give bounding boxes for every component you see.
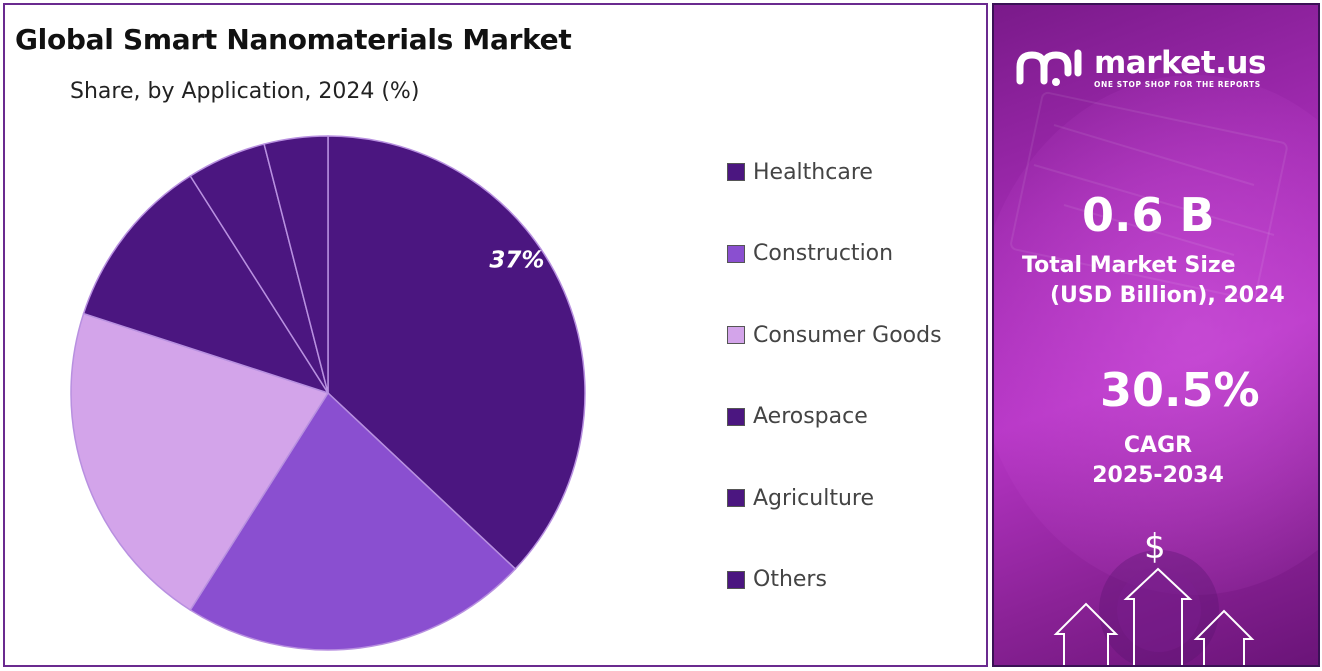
currency-symbol: $ [1144,527,1166,567]
legend-label: Others [753,567,827,592]
pie-chart: 37% [70,135,586,651]
summary-sidebar: market.us ONE STOP SHOP FOR THE REPORTS … [992,3,1320,667]
legend-swatch [727,489,745,507]
legend-label: Aerospace [753,404,868,429]
brand-tagline: ONE STOP SHOP FOR THE REPORTS [1094,80,1261,89]
pie-data-label: 37% [489,248,544,274]
legend-swatch [727,326,745,344]
legend-swatch [727,407,745,426]
market-size-label-line2: (USD Billion), 2024 [1050,283,1285,308]
legend-swatch [727,244,745,263]
market-size-label-line1: Total Market Size [1022,253,1236,278]
legend-swatch [727,163,745,181]
legend-item: Agriculture [727,483,874,513]
legend-item: Construction [727,239,893,269]
brand-block: market.us ONE STOP SHOP FOR THE REPORTS [1014,45,1314,95]
pie-slices [70,135,586,651]
pie-slice-aerospace [82,174,330,395]
cagr-value: 30.5% [1100,363,1260,417]
market-us-logo-icon [1016,49,1082,86]
cagr-label-line1: CAGR [1123,433,1193,458]
legend-label: Construction [753,241,894,266]
pie-data-labels: 37% [489,248,544,274]
chart-title: Global Smart Nanomaterials Market [15,23,572,56]
brand-name: market.us [1094,45,1266,81]
pie-slice-others [263,135,329,394]
legend-item: Consumer Goods [727,320,942,350]
legend-label: Healthcare [753,159,873,185]
background-decoration [994,75,1318,665]
chart-panel: Global Smart Nanomaterials Market Share,… [3,3,988,667]
growth-arrows-icon [1053,567,1255,665]
legend-item: Others [727,565,827,595]
pie-slice-construction [189,391,517,651]
legend-swatch [727,570,745,589]
legend-item: Healthcare [727,157,873,187]
chart-subtitle: Share, by Application, 2024 (%) [70,79,420,104]
pie-slice-consumer-goods [70,312,330,612]
cagr-label-line2: 2025-2034 [1092,463,1224,488]
market-size-value: 0.6 B [1082,188,1215,242]
legend-label: Consumer Goods [753,322,942,348]
pie-slice-healthcare [327,135,586,570]
legend-label: Agriculture [753,485,874,511]
legend-item: Aerospace [727,402,868,432]
